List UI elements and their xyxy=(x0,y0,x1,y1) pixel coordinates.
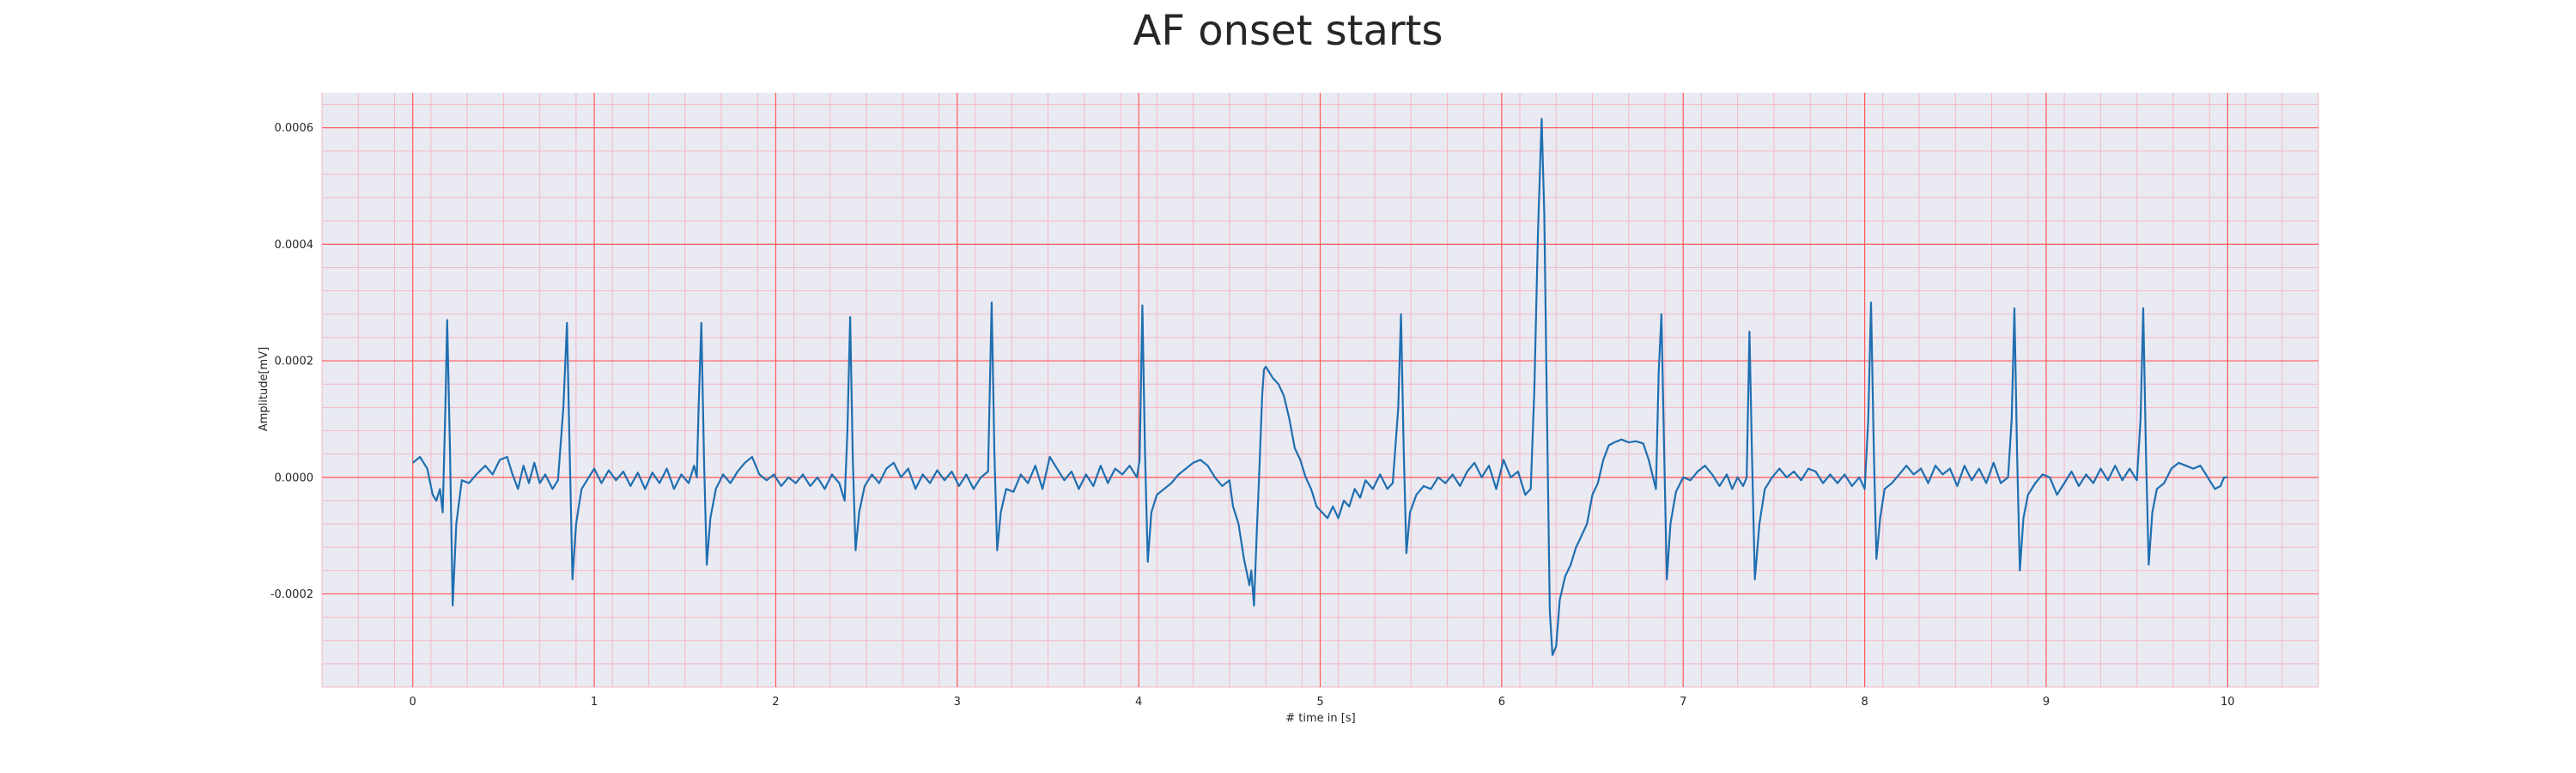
chart-title: AF onset starts xyxy=(1133,7,1443,55)
x-tick-label: 9 xyxy=(2043,696,2050,709)
y-tick-label: -0.0002 xyxy=(270,588,313,601)
x-tick-label: 0 xyxy=(410,696,416,709)
x-tick-label: 4 xyxy=(1135,696,1142,709)
x-tick-label: 5 xyxy=(1316,696,1323,709)
x-tick-label: 2 xyxy=(772,696,779,709)
x-tick-label: 8 xyxy=(1861,696,1868,709)
x-axis-label: # time in [s] xyxy=(1285,712,1355,725)
series-line-ecg-signal xyxy=(412,118,2228,656)
x-tick-label: 1 xyxy=(591,696,598,709)
y-axis-ticks: -0.0002 0.0000 0.0002 0.0004 0.0006 xyxy=(270,122,313,601)
y-tick-label: 0.0000 xyxy=(275,472,314,484)
y-axis-label: Amplitude[mV] xyxy=(258,347,270,431)
y-tick-label: 0.0006 xyxy=(275,122,314,135)
x-tick-label: 6 xyxy=(1498,696,1505,709)
major-grid xyxy=(322,93,2318,687)
x-tick-label: 3 xyxy=(954,696,961,709)
x-tick-label: 10 xyxy=(2221,696,2235,709)
x-axis-ticks: 0 1 2 3 4 5 6 7 8 9 10 xyxy=(410,696,2235,709)
x-tick-label: 7 xyxy=(1680,696,1686,709)
y-tick-label: 0.0002 xyxy=(275,356,314,368)
y-tick-label: 0.0004 xyxy=(275,239,314,252)
